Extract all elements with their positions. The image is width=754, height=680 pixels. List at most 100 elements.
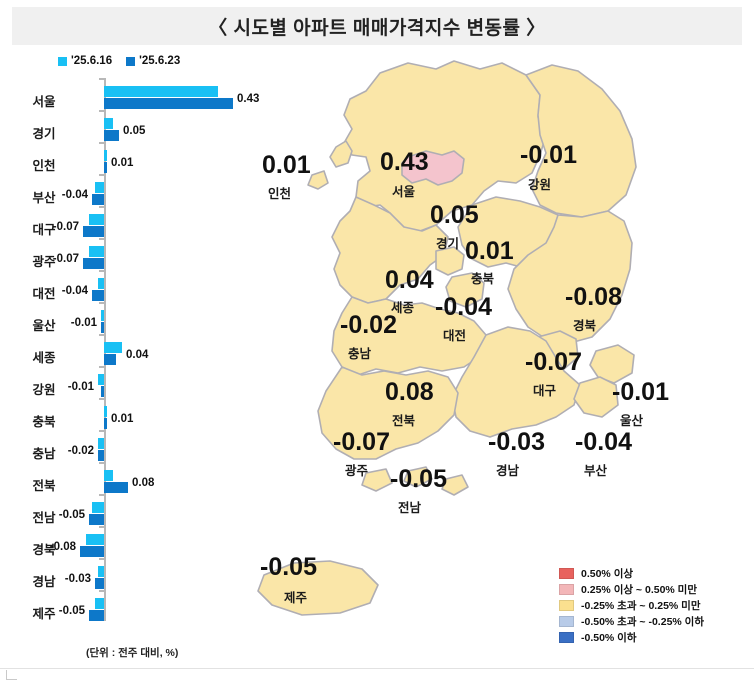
bar-pair — [0, 85, 238, 113]
map-region-islet-2 — [403, 466, 433, 488]
bar-segment — [98, 566, 104, 577]
bar-segment — [104, 150, 107, 161]
map-region-name: 충남 — [348, 347, 372, 361]
bar-chart-axis-tick — [99, 526, 105, 528]
map-region-value: -0.05 — [390, 465, 447, 493]
map-region-name: 전남 — [398, 501, 422, 515]
map-region-incheon — [329, 140, 353, 168]
bar-chart-row: 강원 -0.01 — [0, 370, 238, 404]
bar-chart-axis-tick — [99, 78, 105, 80]
map-region-name: 서울 — [392, 185, 416, 199]
bar-category-label: 강원 — [32, 383, 56, 397]
bar-segment — [95, 598, 104, 609]
bar-pair — [0, 309, 238, 337]
bar-segment — [98, 374, 104, 385]
bar-category-label: 대구 — [32, 223, 56, 237]
map-region-name: 울산 — [620, 414, 644, 428]
bar-value-label: -0.08 — [49, 541, 76, 553]
bar-chart-axis-tick — [99, 366, 105, 368]
bar-pair — [0, 565, 238, 593]
map-legend-row: -0.25% 초과 ~ 0.25% 미만 — [559, 598, 704, 613]
map-region-name: 충북 — [471, 272, 495, 286]
map-region-value: -0.02 — [340, 311, 397, 339]
bar-pair — [0, 437, 238, 465]
map-region-value: -0.05 — [260, 553, 317, 581]
chart-legend-swatch — [58, 56, 67, 66]
bar-category-label: 경남 — [32, 575, 56, 589]
map-legend: 0.50% 이상 0.25% 이상 ~ 0.50% 미만 -0.25% 초과 ~ 0… — [559, 566, 704, 645]
bar-segment — [104, 470, 113, 481]
bar-pair — [0, 469, 238, 497]
bar-chart-axis-tick — [99, 462, 105, 464]
map-region-name: 제주 — [284, 591, 308, 605]
map-region-name: 광주 — [345, 464, 369, 478]
bar-category-label: 충남 — [32, 447, 56, 461]
bar-value-label: -0.07 — [52, 253, 79, 265]
bar-chart-axis-tick — [99, 430, 105, 432]
bar-category-label: 전북 — [32, 479, 56, 493]
bar-chart-unit-note: (단위 : 전주 대비, %) — [86, 647, 179, 659]
bar-chart-row: 대전 -0.04 — [0, 274, 238, 308]
bar-pair — [0, 149, 238, 177]
bar-segment — [104, 342, 122, 353]
map-region-chungnam — [331, 196, 449, 304]
header-bar: 〈 시도별 아파트 매매가격지수 변동률 〉 — [12, 7, 742, 45]
bar-value-label: 0.04 — [126, 349, 149, 361]
bar-segment — [92, 502, 104, 513]
bar-segment — [89, 214, 104, 225]
map-region-name: 대전 — [443, 329, 467, 343]
bar-value-label: 0.01 — [111, 413, 134, 425]
map-region-name: 경기 — [436, 237, 460, 251]
bar-value-label: -0.02 — [67, 445, 94, 457]
bar-value-label: -0.05 — [58, 605, 85, 617]
bar-segment — [104, 354, 116, 365]
bar-chart-row: 서울 0.43 — [0, 82, 259, 116]
bar-segment — [104, 418, 107, 429]
map-region-ulsan — [589, 344, 635, 384]
bar-segment — [80, 546, 104, 557]
bar-chart-row: 제주 -0.05 — [0, 594, 238, 628]
map-region-islet-1 — [361, 468, 393, 492]
bar-chart-row: 충북 0.01 — [0, 402, 238, 436]
bar-category-label: 대전 — [32, 287, 56, 301]
corner-crop-mark — [6, 670, 17, 680]
bar-segment — [89, 514, 104, 525]
bar-pair — [0, 277, 238, 305]
bar-chart-axis-tick — [99, 558, 105, 560]
map-region-name: 대구 — [533, 384, 557, 398]
bar-value-label: -0.07 — [52, 221, 79, 233]
map-legend-swatch — [559, 584, 574, 595]
map-region-value: -0.04 — [575, 428, 632, 456]
bar-chart-row: 울산 -0.01 — [0, 306, 238, 340]
map-legend-row: -0.50% 이하 — [559, 630, 704, 645]
map-legend-label: -0.50% 초과 ~ -0.25% 이하 — [581, 616, 704, 628]
map-region-value: -0.04 — [435, 293, 492, 321]
bar-chart-row: 전남 -0.05 — [0, 498, 238, 532]
bar-segment — [101, 322, 104, 333]
bar-segment — [83, 226, 104, 237]
map-region-value: 0.01 — [262, 151, 311, 179]
map-region-value: -0.07 — [525, 348, 582, 376]
bar-pair — [0, 501, 238, 529]
chart-legend: '25.6.16 '25.6.23 — [58, 55, 180, 67]
map-legend-swatch — [559, 568, 574, 579]
map-legend-swatch — [559, 600, 574, 611]
chart-legend-entry: '25.6.23 — [126, 55, 180, 67]
bar-segment — [83, 258, 104, 269]
map-legend-label: -0.25% 초과 ~ 0.25% 미만 — [581, 600, 701, 612]
bar-chart-axis-tick — [99, 270, 105, 272]
map-region-name: 경북 — [573, 319, 597, 333]
map-region-name: 경남 — [496, 464, 520, 478]
map-region-jeonnam — [317, 366, 459, 460]
map-legend-row: 0.25% 이상 ~ 0.50% 미만 — [559, 582, 704, 597]
map-region-seoul — [401, 150, 465, 186]
map-region-name: 인천 — [268, 187, 292, 201]
bar-pair — [0, 213, 238, 241]
bar-segment — [95, 182, 104, 193]
map-region-sejong — [435, 246, 465, 276]
map-region-name: 세종 — [391, 301, 415, 315]
map-legend-swatch — [559, 616, 574, 627]
bar-chart-axis-tick — [99, 174, 105, 176]
bar-chart-row: 대구 -0.07 — [0, 210, 238, 244]
bar-chart-axis-tick — [99, 590, 105, 592]
